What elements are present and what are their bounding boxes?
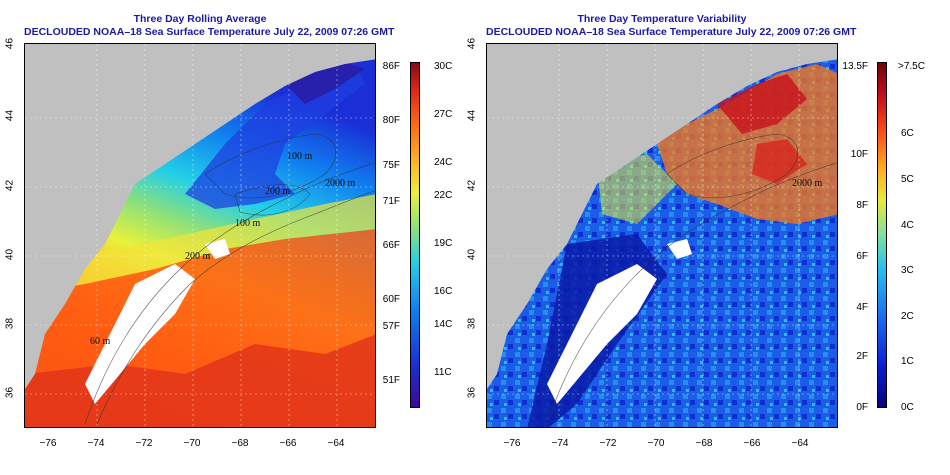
right-colorbar	[877, 62, 887, 408]
colorbar-c-label: 6C	[901, 128, 914, 139]
lon-tick-label: −66	[279, 438, 297, 449]
colorbar-c-label: 30C	[434, 61, 453, 72]
lat-tick-label: 40	[466, 248, 478, 261]
colorbar-f-label: 51F	[382, 375, 400, 386]
contour-label: 100 m	[235, 218, 261, 229]
colorbar-c-label: 27C	[434, 109, 453, 120]
colorbar-f-label: 75F	[382, 160, 400, 171]
mid-variability-region	[597, 154, 677, 224]
colorbar-f-label: 66F	[382, 240, 400, 251]
lat-tick-label: 38	[4, 317, 16, 330]
colorbar-f-label: 2F	[856, 351, 868, 362]
lat-tick-label: 44	[4, 109, 16, 122]
lat-tick-label: 36	[4, 386, 16, 399]
peak-variability-region	[752, 139, 807, 184]
left-colorbar	[410, 62, 420, 408]
cloud-gap-1	[85, 264, 195, 404]
colorbar-c-label: 2C	[901, 311, 914, 322]
colorbar-f-label: 71F	[382, 196, 400, 207]
lat-tick-label: 46	[4, 37, 16, 50]
lon-tick-label: −72	[599, 438, 617, 449]
lat-tick-label: 46	[466, 37, 478, 50]
contour-label: 200 m	[185, 251, 211, 262]
colorbar-c-label: 4C	[901, 220, 914, 231]
lon-tick-label: −72	[135, 438, 153, 449]
lat-tick-label: 38	[466, 317, 478, 330]
sst-cold-bay	[285, 62, 365, 104]
colorbar-c-label: 11C	[434, 367, 452, 378]
lat-tick-label: 40	[4, 248, 16, 261]
peak-variability-region	[717, 74, 807, 134]
colorbar-c-label: 16C	[434, 286, 453, 297]
lat-tick-label: 42	[466, 179, 478, 192]
lat-tick-label: 44	[466, 109, 478, 122]
colorbar-c-label: 5C	[901, 174, 914, 185]
colorbar-c-label: 24C	[434, 157, 453, 168]
colorbar-f-label: 80F	[382, 115, 400, 126]
contour-label: 200 m	[265, 186, 291, 197]
lat-tick-label: 36	[466, 386, 478, 399]
lon-tick-label: −74	[551, 438, 569, 449]
left-sst-map: 2000 m 200 m 100 m 200 m 100 m 60 m	[24, 43, 376, 428]
colorbar-c-label: 1C	[901, 356, 914, 367]
cloud-gap-1	[547, 264, 657, 404]
lon-tick-label: −70	[183, 438, 201, 449]
cloud-gap-2	[205, 239, 230, 259]
colorbar-f-label: 60F	[382, 294, 400, 305]
colorbar-f-label: 10F	[850, 149, 868, 160]
contour-label: 100 m	[287, 151, 313, 162]
colorbar-f-label: 6F	[856, 251, 868, 262]
lon-tick-label: −68	[231, 438, 249, 449]
right-variability-map: 2000 m	[486, 43, 838, 428]
sst-yellow-band	[25, 194, 375, 294]
lon-tick-label: −74	[87, 438, 105, 449]
colorbar-f-label: 13.5F	[842, 61, 868, 72]
right-title-line2: DECLOUDED NOAA–18 Sea Surface Temperatur…	[486, 26, 857, 38]
land-mass	[25, 44, 375, 389]
cloud-gap-2	[667, 239, 692, 259]
colorbar-f-label: 8F	[856, 200, 868, 211]
colorbar-c-label: 22C	[434, 190, 453, 201]
left-title-line2: DECLOUDED NOAA–18 Sea Surface Temperatur…	[24, 26, 395, 38]
lon-tick-label: −64	[791, 438, 809, 449]
lat-tick-label: 42	[4, 179, 16, 192]
land-cape	[487, 44, 577, 124]
colorbar-c-label: 3C	[901, 265, 914, 276]
colorbar-f-label: 86F	[382, 61, 400, 72]
colorbar-c-label: 19C	[434, 238, 453, 249]
colorbar-f-label: 57F	[382, 321, 400, 332]
contour-label: 2000 m	[325, 178, 356, 189]
right-title-line1: Three Day Temperature Variability	[577, 13, 747, 25]
lon-tick-label: −68	[695, 438, 713, 449]
contour-label: 2000 m	[792, 178, 823, 189]
lon-tick-label: −76	[503, 438, 521, 449]
lon-tick-label: −66	[743, 438, 761, 449]
sst-hot-region	[25, 334, 375, 427]
colorbar-c-label: 14C	[434, 319, 453, 330]
colorbar-f-label: 0F	[856, 402, 868, 413]
colorbar-f-label: 4F	[856, 302, 868, 313]
colorbar-c-label: 0C	[901, 402, 914, 413]
left-title-line1: Three Day Rolling Average	[133, 13, 267, 25]
contour-label: 60 m	[90, 336, 111, 347]
colorbar-c-label: >7.5C	[898, 61, 925, 72]
lon-tick-label: −64	[327, 438, 345, 449]
land-cape	[25, 44, 115, 124]
sst-cold-gulf	[185, 64, 365, 209]
lon-tick-label: −70	[647, 438, 665, 449]
lon-tick-label: −76	[39, 438, 57, 449]
land-mass	[487, 44, 837, 389]
